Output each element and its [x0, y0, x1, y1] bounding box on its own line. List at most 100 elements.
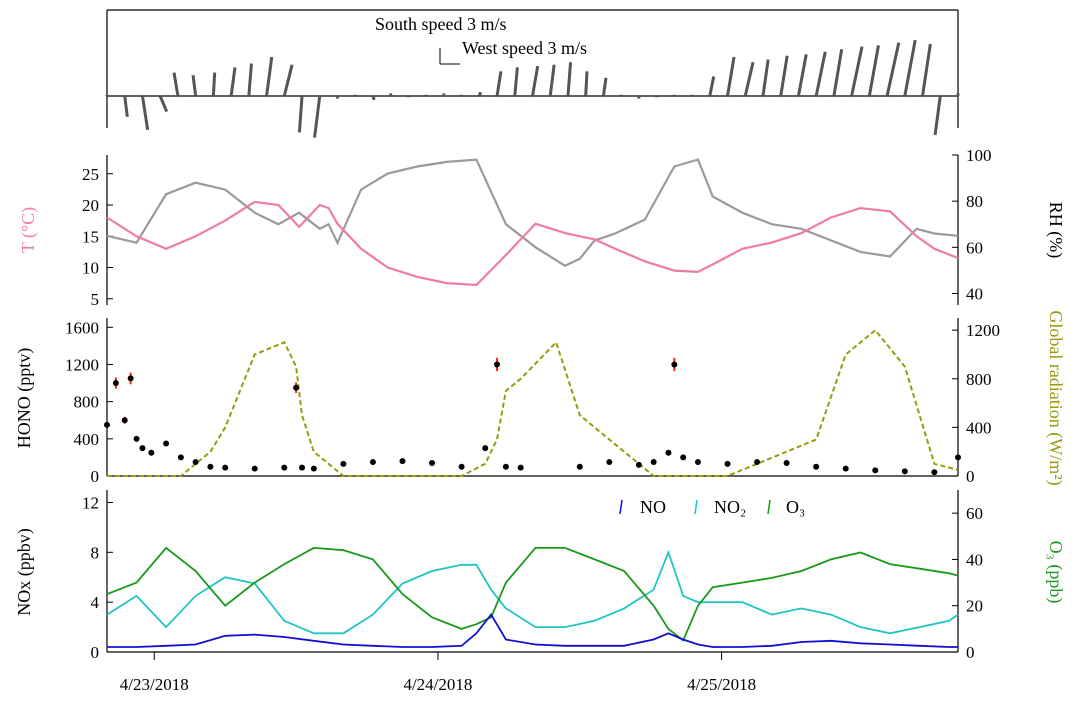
wind-stick — [584, 71, 589, 97]
hono-point — [606, 459, 613, 466]
wind-stick — [140, 95, 150, 131]
legend-no-swatch — [619, 499, 623, 515]
nox-axis-label: NOx (ppbv) — [14, 528, 35, 616]
radiation-axis-label: Global radiation (W/m²) — [1045, 310, 1066, 485]
t-tick-label-25: 25 — [82, 165, 99, 184]
hono-point — [635, 461, 642, 468]
o3-series-line — [106, 546, 959, 642]
rad-tick-label-400: 400 — [966, 418, 992, 437]
hono-point — [872, 467, 879, 474]
t-axis-ticks: 5 10 15 20 25 — [82, 165, 113, 309]
wind-stick — [172, 72, 180, 97]
wind-sticks — [105, 39, 960, 138]
wind-stick — [601, 77, 608, 97]
rad-tick-label-0: 0 — [966, 467, 975, 486]
hono-axis-ticks: 0 400 800 1200 1600 — [65, 318, 113, 486]
wind-stick — [708, 76, 716, 97]
nox-tick-label-12: 12 — [82, 493, 99, 512]
wind-stick — [313, 95, 322, 138]
hono-point — [724, 460, 731, 467]
south-speed-label: South speed 3 m/s — [375, 14, 507, 34]
hono-point — [754, 459, 761, 466]
legend-o3-swatch — [767, 499, 771, 515]
hono-tick-label-0: 0 — [91, 467, 100, 486]
hono-point — [399, 458, 406, 465]
rh-tick-label-60: 60 — [966, 238, 983, 257]
o3-tick-label-60: 60 — [966, 504, 983, 523]
nox-o3-panel: 0 4 8 12 0 20 40 60 NOx (ppbv) O₃ (ppb) NO NO₂… — [14, 490, 1066, 662]
rh-series-line — [106, 158, 959, 268]
hono-point — [576, 463, 583, 470]
hono-point — [148, 449, 155, 456]
temperature-rh-panel: 5 10 15 20 25 40 60 80 100 T (°C) RH (%) — [18, 146, 1066, 309]
wind-stick — [933, 95, 942, 136]
o3-axis-ticks: 0 20 40 60 — [952, 504, 983, 662]
hono-point — [121, 417, 128, 424]
o3-tick-label-40: 40 — [966, 550, 983, 569]
hono-point — [429, 459, 436, 466]
hono-point — [813, 463, 820, 470]
x-date-label: 4/24/2018 — [403, 675, 472, 694]
hono-point — [482, 445, 489, 452]
wind-stick — [850, 46, 864, 97]
hono-point — [222, 464, 229, 471]
hono-point — [369, 459, 376, 466]
hono-point — [251, 465, 258, 472]
wind-stick — [282, 64, 294, 97]
t-axis-label: T (°C) — [18, 207, 39, 253]
nox-tick-label-8: 8 — [91, 543, 100, 562]
hono-point — [783, 459, 790, 466]
wind-stick — [743, 61, 755, 97]
wind-stick — [814, 51, 827, 97]
hono-tick-label-400: 400 — [74, 430, 100, 449]
wind-stick — [566, 62, 573, 97]
x-date-label: 4/25/2018 — [687, 675, 756, 694]
hono-point — [955, 454, 961, 461]
wind-stick — [495, 71, 503, 97]
hono-point — [112, 380, 119, 387]
hono-point — [680, 454, 687, 461]
t-series-line — [106, 200, 959, 287]
wind-stick — [265, 56, 274, 97]
legend-no-label: NO — [640, 497, 666, 517]
wind-stick — [761, 59, 770, 97]
wind-stick — [885, 42, 901, 97]
rh-tick-label-80: 80 — [966, 192, 983, 211]
legend: NO NO₂ O₃ — [619, 497, 805, 517]
wind-stick — [297, 95, 304, 133]
hono-point — [104, 421, 110, 428]
rh-tick-label-40: 40 — [966, 284, 983, 303]
hono-point — [650, 459, 657, 466]
wind-stick — [371, 95, 376, 101]
hono-point — [127, 375, 134, 382]
no-series-line — [107, 613, 958, 648]
wind-stick — [921, 43, 932, 97]
t-tick-label-15: 15 — [82, 227, 99, 246]
hono-point — [177, 454, 184, 461]
wind-stick — [158, 95, 169, 113]
hono-point — [665, 449, 672, 456]
o3-axis-label: O₃ (ppb) — [1045, 541, 1066, 604]
wind-stick — [548, 64, 556, 97]
hono-tick-label-1600: 1600 — [65, 318, 99, 337]
t-tick-label-20: 20 — [82, 196, 99, 215]
o3-tick-label-0: 0 — [966, 643, 975, 662]
rh-axis-ticks: 40 60 80 100 — [952, 146, 992, 303]
rh-axis-label: RH (%) — [1045, 202, 1066, 259]
hono-point — [139, 445, 146, 452]
hono-point — [281, 464, 288, 471]
radiation-axis-ticks: 0 400 800 1200 — [952, 321, 1000, 486]
wind-stick — [477, 91, 483, 97]
hono-tick-label-1200: 1200 — [65, 355, 99, 374]
hono-point — [842, 465, 849, 472]
legend-no2-label: NO₂ — [714, 497, 746, 517]
hono-point — [192, 459, 199, 466]
x-date-label: 4/23/2018 — [120, 675, 189, 694]
wind-stick — [123, 95, 129, 117]
hono-point — [931, 469, 938, 476]
wind-stick — [247, 63, 253, 97]
hono-axis-label: HONO (pptv) — [14, 348, 35, 449]
hono-tick-label-800: 800 — [74, 393, 100, 412]
